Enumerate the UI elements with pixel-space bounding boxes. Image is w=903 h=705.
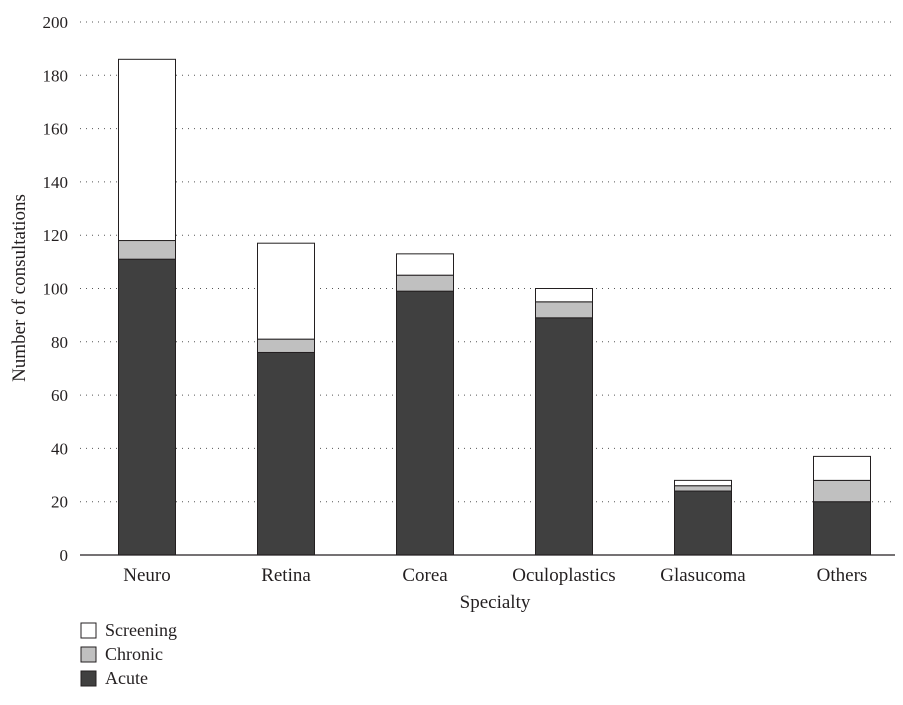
bar-chronic-glasucoma [674,485,732,492]
legend-label-chronic: Chronic [105,644,163,664]
grid-lines [80,21,895,503]
bar-screening-neuro [118,58,176,242]
bar-screening-others [813,455,871,481]
y-tick-label: 140 [43,173,69,192]
bar-screening-corea [396,253,454,276]
x-tick-labels: Neuro Retina Corea Oculoplastics Glasucoma Ot… [123,565,867,586]
bars [118,58,871,556]
bar-acute-oculoplastics [535,317,593,556]
x-tick-label: Retina [261,565,311,586]
y-tick-label: 40 [51,439,68,458]
x-tick-label: Corea [402,565,448,586]
y-tick-label: 160 [43,120,69,139]
x-tick-label: Neuro [123,565,170,586]
bar-chronic-others [813,479,871,503]
bar-screening-oculoplastics [535,288,593,303]
legend-swatch-chronic [80,646,97,663]
bar-acute-retina [257,351,315,556]
legend-label-screening: Screening [105,620,177,640]
x-axis-title: Specialty [460,592,531,613]
bar-chronic-neuro [118,240,176,260]
y-tick-label: 120 [43,226,69,245]
y-tick-label: 0 [60,546,69,565]
x-tick-label: Glasucoma [660,565,746,586]
y-tick-label: 200 [43,13,69,32]
bar-chronic-oculoplastics [535,301,593,319]
y-tick-label: 60 [51,386,68,405]
bar-acute-glasucoma [674,490,732,556]
y-tick-label: 20 [51,493,68,512]
legend-label-acute: Acute [105,668,148,688]
legend-swatch-screening [80,622,97,639]
bar-screening-retina [257,242,315,340]
bar-acute-neuro [118,258,176,556]
y-axis-title: Number of consultations [9,194,30,382]
y-tick-label: 80 [51,333,68,352]
bar-screening-glasucoma [674,479,732,487]
bar-acute-others [813,501,871,556]
bar-acute-corea [396,290,454,556]
x-tick-label: Others [817,565,868,586]
bar-chronic-retina [257,338,315,353]
y-tick-label: 180 [43,66,69,85]
legend-swatch-acute [80,670,97,687]
x-tick-label: Oculoplastics [512,565,615,586]
bar-chronic-corea [396,274,454,292]
y-tick-label: 100 [43,280,69,299]
legend: Screening Chronic Acute [80,620,177,688]
y-tick-labels: 0 20 40 60 80 100 120 140 160 180 200 [43,13,69,565]
